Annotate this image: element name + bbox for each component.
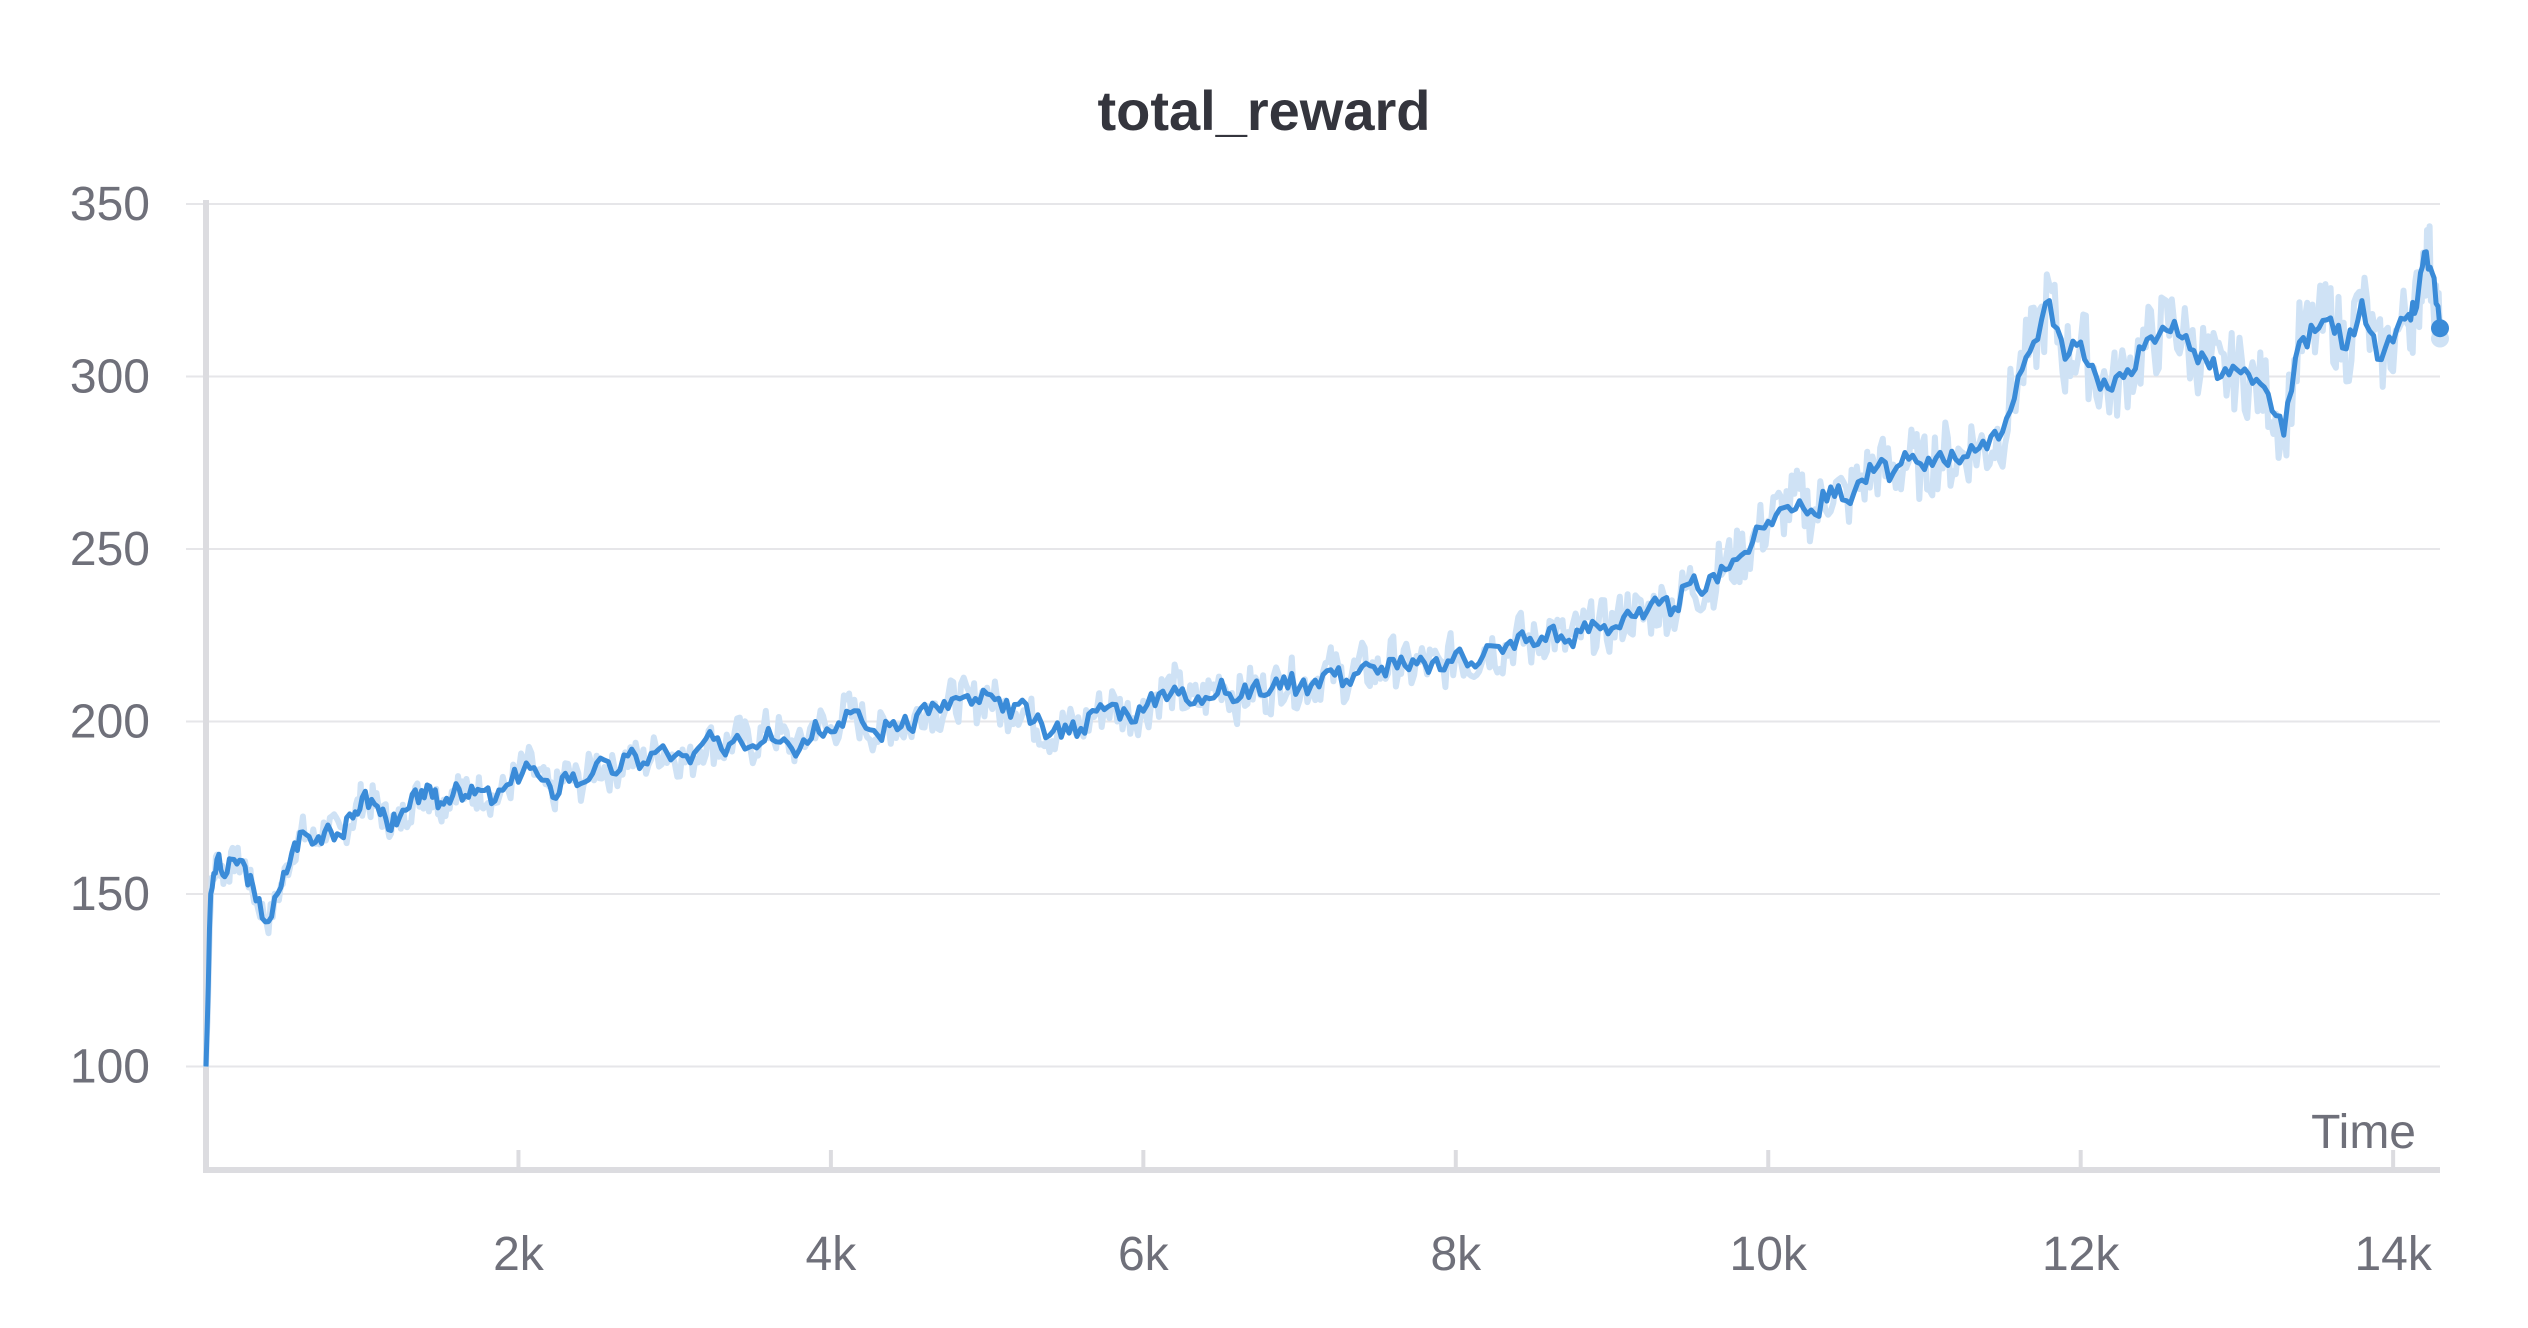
x-tick-label: 4k	[806, 1228, 858, 1281]
x-tick-label: 2k	[493, 1228, 545, 1281]
y-tick-label: 150	[70, 868, 150, 921]
tick-labels: 100 150 200 250 300 350 2k 4k 6k 8k 10k 12k 14k	[70, 178, 2433, 1281]
y-tick-label: 350	[70, 178, 150, 231]
grid	[186, 203, 2440, 1068]
y-tick-label: 300	[70, 351, 150, 404]
raw-series-line	[203, 223, 2443, 1067]
x-tick-label: 14k	[2354, 1228, 2432, 1281]
x-tick-label: 10k	[1730, 1228, 1808, 1281]
x-tick-label: 8k	[1430, 1228, 1482, 1281]
x-tick-label: 6k	[1118, 1228, 1170, 1281]
series-line	[203, 249, 2443, 1067]
raw-series	[203, 223, 2443, 1067]
x-axis-label: Time	[2311, 1106, 2416, 1159]
last-point-marker	[2431, 319, 2449, 338]
chart-title: total_reward	[1098, 79, 1431, 142]
y-tick-label: 100	[70, 1041, 150, 1094]
smoothed-series	[203, 249, 2449, 1067]
y-tick-label: 250	[70, 523, 150, 576]
y-tick-label: 200	[70, 696, 150, 749]
x-tick-label: 12k	[2042, 1228, 2120, 1281]
